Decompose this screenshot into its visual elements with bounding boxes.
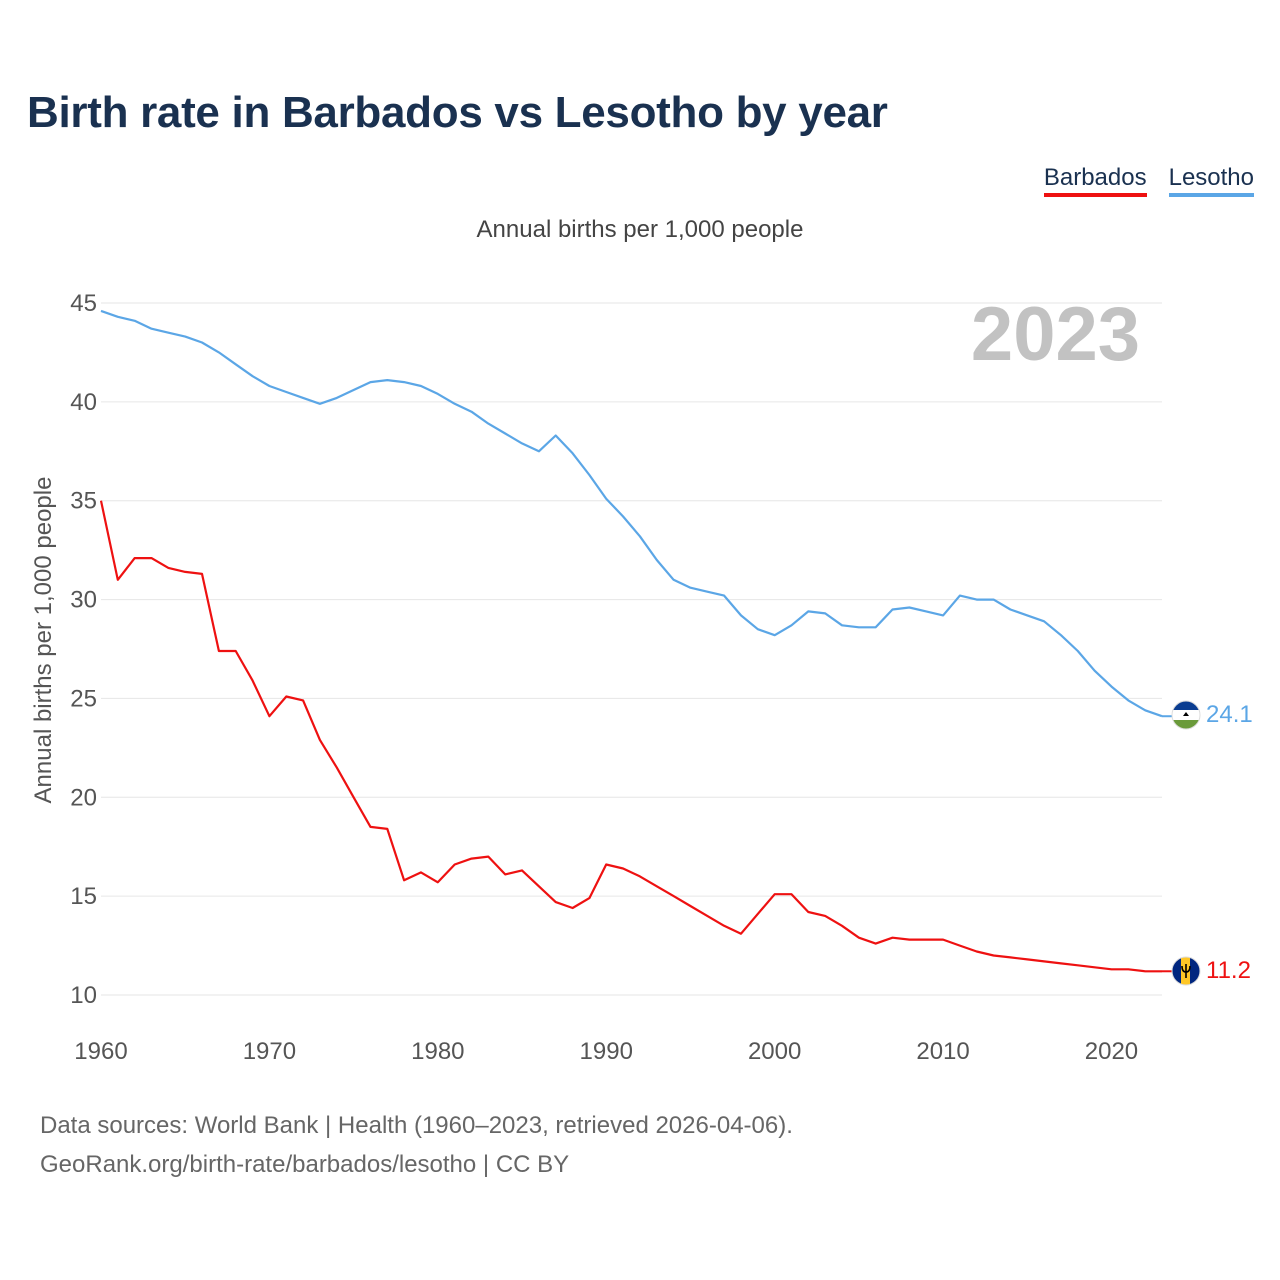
x-tick-label: 2010 bbox=[916, 1038, 969, 1065]
chart-subtitle: Annual births per 1,000 people bbox=[476, 216, 804, 243]
legend-item-barbados[interactable]: Barbados bbox=[1043, 164, 1147, 197]
x-tick-label: 1980 bbox=[411, 1038, 464, 1065]
y-tick-label: 40 bbox=[70, 389, 97, 416]
y-axis-label: Annual births per 1,000 people bbox=[30, 477, 57, 804]
legend-item-lesotho[interactable]: Lesotho bbox=[1168, 164, 1254, 197]
source-line-2: GeoRank.org/birth-rate/barbados/lesotho … bbox=[40, 1151, 570, 1178]
y-tick-label: 35 bbox=[70, 488, 97, 515]
x-tick-label: 1990 bbox=[580, 1038, 633, 1065]
x-tick-label: 2020 bbox=[1085, 1038, 1138, 1065]
legend: Barbados Lesotho bbox=[1043, 164, 1254, 197]
barbados-flag-icon bbox=[1172, 957, 1200, 985]
x-tick-label: 1970 bbox=[243, 1038, 296, 1065]
x-tick-label: 2000 bbox=[748, 1038, 801, 1065]
year-watermark: 2023 bbox=[971, 292, 1140, 377]
end-label-lesotho: 24.1 bbox=[1206, 701, 1253, 728]
series-line-barbados bbox=[99, 500, 1162, 973]
lesotho-flag-icon bbox=[1172, 701, 1200, 729]
chart-title: Birth rate in Barbados vs Lesotho by yea… bbox=[27, 88, 888, 137]
y-tick-label: 20 bbox=[70, 784, 97, 811]
series-line-lesotho bbox=[100, 309, 1163, 718]
y-tick-label: 15 bbox=[70, 883, 97, 910]
y-tick-label: 25 bbox=[70, 685, 97, 712]
source-line-1: Data sources: World Bank | Health (1960–… bbox=[40, 1112, 793, 1139]
y-tick-label: 30 bbox=[70, 587, 97, 614]
end-label-barbados: 11.2 bbox=[1206, 957, 1251, 984]
x-tick-label: 1960 bbox=[74, 1038, 127, 1065]
y-tick-label: 45 bbox=[70, 290, 97, 317]
data-sources: Data sources: World Bank | Health (1960–… bbox=[40, 1106, 793, 1184]
y-tick-label: 10 bbox=[70, 982, 97, 1009]
